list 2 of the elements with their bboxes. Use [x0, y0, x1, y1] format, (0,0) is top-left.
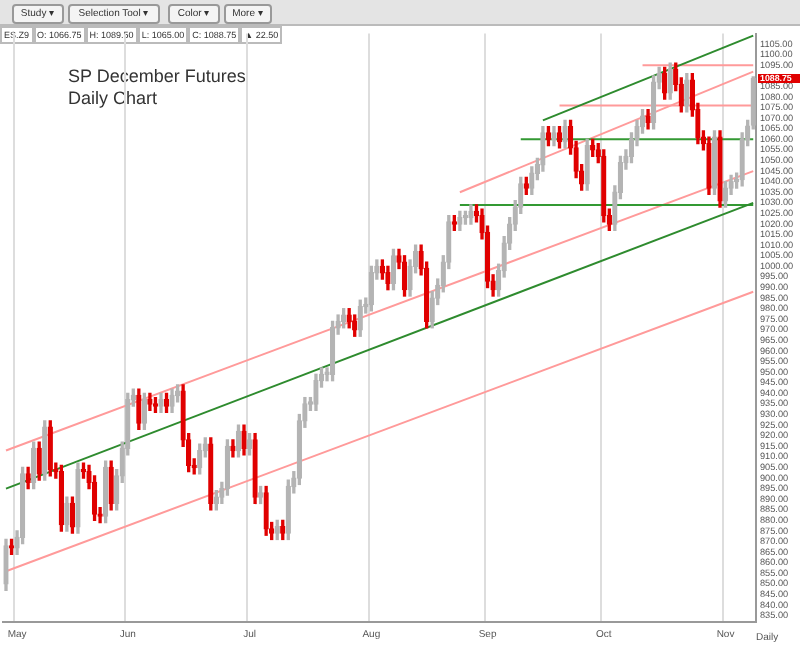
text: Daily Chart [68, 88, 160, 110]
text: SP December Futures [68, 66, 246, 88]
